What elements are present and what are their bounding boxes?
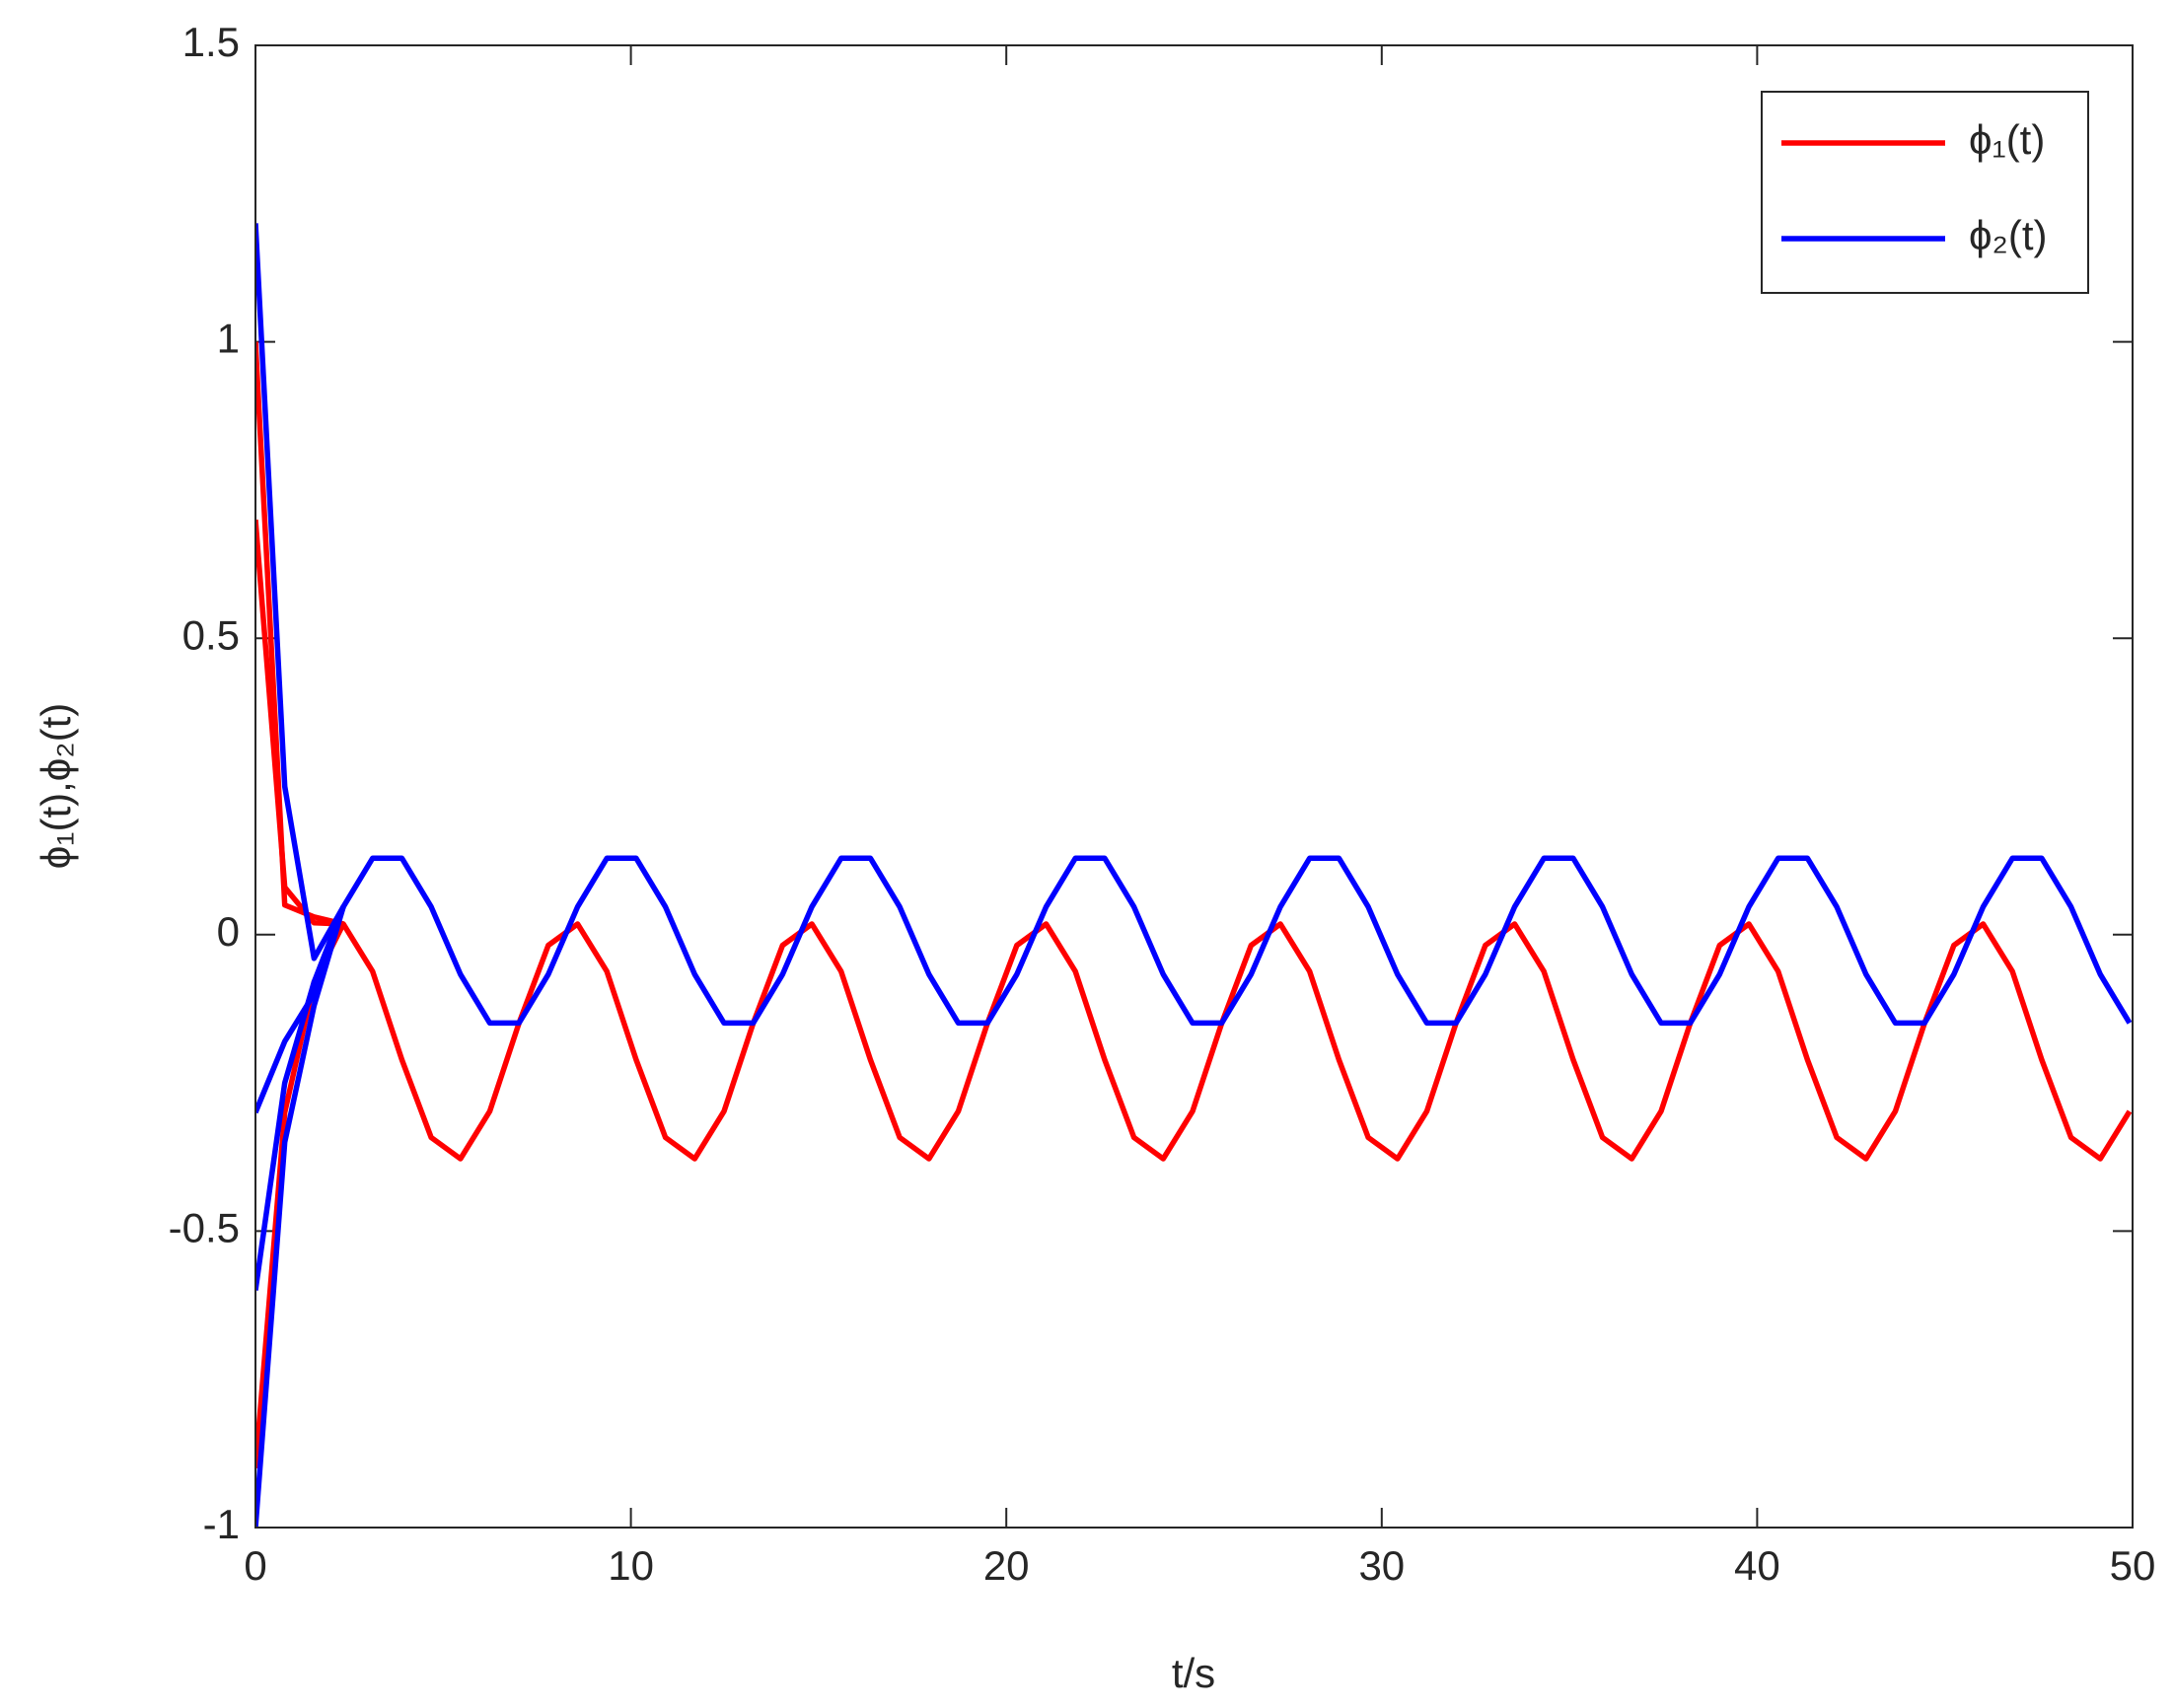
data-line [255,905,346,1291]
x-tick-label: 20 [983,1542,1030,1589]
y-tick-label: -0.5 [169,1204,240,1250]
y-tick-label: 1 [217,316,240,362]
y-tick-label: 0 [217,908,240,955]
x-tick-label: 40 [1734,1542,1780,1589]
x-axis-label: t/s [1172,1650,1215,1696]
x-tick-label: 0 [244,1542,266,1589]
y-tick-label: 0.5 [182,611,240,658]
data-line [255,905,346,1528]
x-tick-label: 30 [1358,1542,1405,1589]
y-tick-label: -1 [203,1501,240,1547]
data-line [255,341,2133,1162]
legend-label: ϕ₁(t) [1969,116,2045,163]
plot-frame [254,44,2134,1529]
x-tick-label: 10 [608,1542,654,1589]
data-line [255,519,344,927]
data-line [255,223,2133,1027]
legend-label: ϕ₂(t) [1969,212,2047,258]
y-tick-label: 1.5 [182,19,240,65]
y-axis-label: ϕ₁(t),ϕ₂(t) [33,703,79,869]
x-tick-label: 50 [2110,1542,2156,1589]
legend-box [1761,91,2089,294]
